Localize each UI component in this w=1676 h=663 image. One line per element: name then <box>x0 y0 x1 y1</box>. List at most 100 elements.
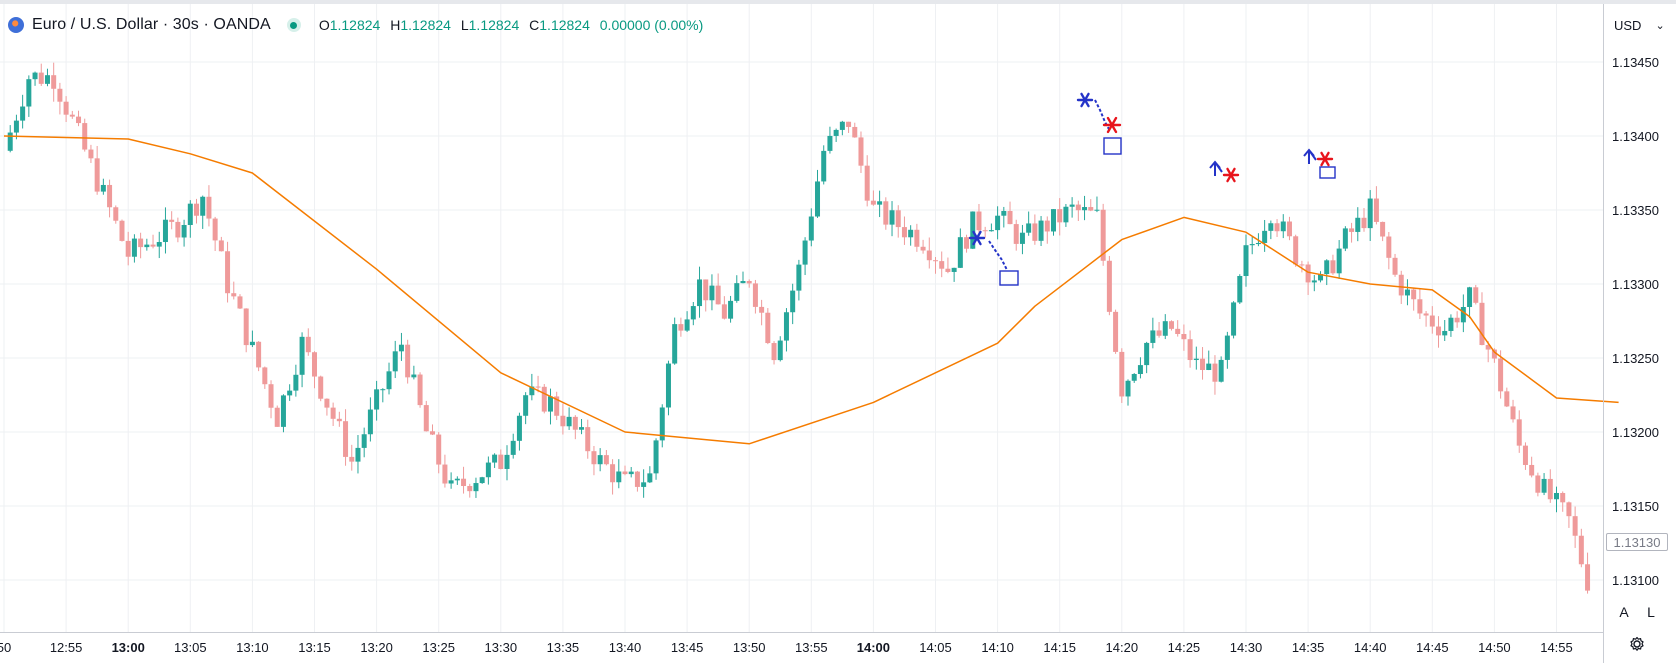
candle-body <box>343 421 349 457</box>
auto-scale-button[interactable]: A <box>1619 604 1629 620</box>
candle-body <box>560 415 566 427</box>
candle-body <box>231 293 237 297</box>
candle-body <box>1100 209 1106 261</box>
red-asterisk-mark <box>1316 151 1334 167</box>
candle-body <box>933 260 938 262</box>
candle-body <box>901 227 907 238</box>
candle-body <box>579 427 585 430</box>
candle-body <box>659 407 665 441</box>
candle-body <box>1454 317 1460 323</box>
candle-body <box>280 395 286 427</box>
candle-body <box>970 211 976 249</box>
ohlc-low-value: 1.12824 <box>468 17 520 33</box>
symbol-title[interactable]: Euro / U.S. Dollar · 30s · OANDA <box>32 16 271 33</box>
candle-body <box>697 279 703 307</box>
candle-body <box>429 431 435 435</box>
asterisk-stroke <box>1080 92 1090 108</box>
candle-body <box>150 244 156 247</box>
candle-body <box>175 221 181 238</box>
candle-body <box>821 150 827 182</box>
candle-body <box>7 132 13 151</box>
candle-body <box>1106 260 1112 312</box>
time-tick-label: 13:25 <box>422 640 455 655</box>
candle-body <box>1355 217 1361 232</box>
candle-body <box>1585 564 1591 591</box>
candle-body <box>498 454 504 469</box>
candle-body <box>554 396 560 416</box>
time-tick-label: 12:55 <box>50 640 83 655</box>
candle-body <box>107 184 113 208</box>
candle-body <box>212 218 218 241</box>
ohlc-close-key: C <box>529 17 540 33</box>
candle-body <box>964 237 970 249</box>
candle-body <box>529 386 535 396</box>
candle-body <box>312 352 317 377</box>
ohlc-open-value: 1.12824 <box>329 17 381 33</box>
candle-body <box>461 478 467 487</box>
candle-body <box>162 219 168 243</box>
candle-body <box>249 341 255 346</box>
candle-body <box>858 137 864 166</box>
candle-body <box>988 230 994 232</box>
candle-body <box>156 242 162 247</box>
candle-body <box>516 415 522 441</box>
candle-body <box>473 483 479 492</box>
candle-body <box>1436 326 1442 336</box>
ohlc-values: O1.12824 H1.12824 L1.12824 C1.12824 0.00… <box>319 17 709 33</box>
candle-body <box>510 440 516 455</box>
candle-body <box>237 296 243 309</box>
candle-body <box>833 129 839 136</box>
candle-body <box>355 447 361 462</box>
candle-body <box>69 114 75 117</box>
candle-body <box>1206 363 1212 371</box>
candle-body <box>796 264 802 291</box>
candle-body <box>1392 257 1398 275</box>
candle-body <box>541 386 547 412</box>
blue-asterisk-mark <box>1076 92 1094 108</box>
candle-body <box>585 427 591 452</box>
candle-body <box>1373 198 1379 222</box>
asterisk-stroke <box>1320 151 1330 167</box>
blue-arrow-line <box>1094 99 1111 132</box>
blue-box-mark <box>999 270 1019 286</box>
candle-body <box>1417 299 1423 314</box>
candle-body <box>1522 445 1528 465</box>
candle-body <box>1554 492 1559 500</box>
candle-body <box>634 471 640 487</box>
time-tick-label: 13:45 <box>671 640 704 655</box>
candle-body <box>1529 464 1535 476</box>
market-status-icon[interactable] <box>286 18 301 32</box>
time-tick-label: 14:10 <box>981 640 1014 655</box>
candle-body <box>181 224 187 238</box>
ohlc-open-key: O <box>318 17 330 33</box>
candle-body <box>88 149 94 159</box>
candle-body <box>1243 245 1249 277</box>
candle-body <box>194 203 200 216</box>
candle-body <box>299 336 305 375</box>
candle-body <box>920 246 926 251</box>
candle-body <box>361 434 367 448</box>
candle-body <box>1255 242 1261 245</box>
candle-body <box>1293 236 1299 265</box>
price-tick-label: 1.13450 <box>1612 55 1659 70</box>
candle-body <box>628 471 634 475</box>
price-tick-label: 1.13100 <box>1612 573 1659 588</box>
red-asterisk-mark <box>1222 167 1240 183</box>
candle-body <box>1175 328 1181 335</box>
candle-body <box>1007 210 1013 225</box>
log-scale-button[interactable]: L <box>1647 604 1655 620</box>
candle-body <box>218 240 224 252</box>
candle-body <box>939 261 945 269</box>
candle-body <box>225 251 231 294</box>
candle-body <box>262 367 268 385</box>
candle-body <box>1032 223 1038 241</box>
candle-body <box>647 473 653 483</box>
price-tick-label: 1.13250 <box>1612 351 1659 366</box>
candle-body <box>1311 280 1317 283</box>
currency-selector[interactable]: USD ⌄ <box>1608 10 1670 40</box>
candle-body <box>976 211 982 231</box>
settings-gear-icon[interactable] <box>1626 633 1648 655</box>
candle-body <box>616 471 622 483</box>
candle-body <box>1057 209 1063 223</box>
